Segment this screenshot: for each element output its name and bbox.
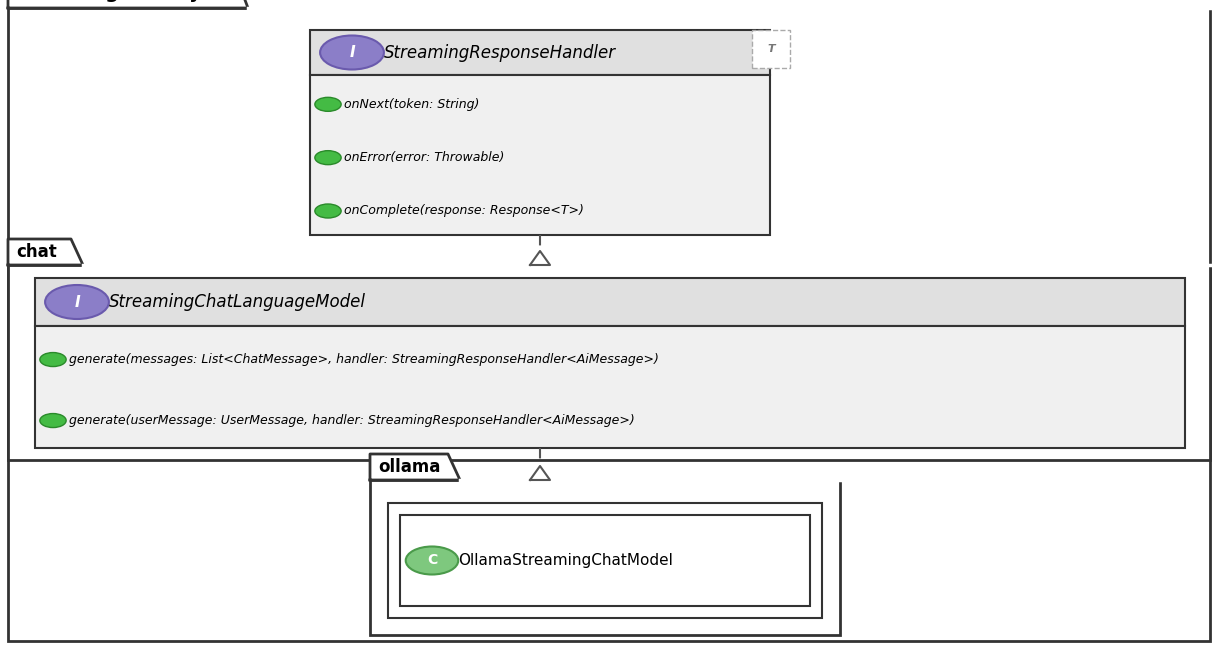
Polygon shape — [9, 239, 83, 265]
Text: dev::langchain4j::model: dev::langchain4j::model — [16, 0, 281, 1]
FancyBboxPatch shape — [35, 278, 1185, 326]
Text: StreamingChatLanguageModel: StreamingChatLanguageModel — [108, 293, 365, 311]
Text: onComplete(response: Response<T>): onComplete(response: Response<T>) — [343, 204, 583, 217]
FancyBboxPatch shape — [9, 265, 1209, 460]
Text: onError(error: Throwable): onError(error: Throwable) — [343, 151, 504, 164]
Circle shape — [320, 36, 384, 69]
Circle shape — [315, 151, 341, 165]
FancyBboxPatch shape — [9, 8, 1209, 641]
Circle shape — [40, 413, 66, 428]
FancyBboxPatch shape — [35, 326, 1185, 448]
Text: onNext(token: String): onNext(token: String) — [343, 98, 480, 111]
FancyBboxPatch shape — [370, 480, 840, 635]
Polygon shape — [530, 251, 551, 265]
FancyBboxPatch shape — [400, 515, 810, 606]
Text: T: T — [767, 44, 775, 54]
Text: StreamingResponseHandler: StreamingResponseHandler — [384, 43, 616, 62]
Circle shape — [406, 546, 458, 574]
FancyBboxPatch shape — [311, 30, 770, 75]
Text: OllamaStreamingChatModel: OllamaStreamingChatModel — [458, 553, 672, 568]
Text: C: C — [426, 554, 437, 567]
Circle shape — [40, 352, 66, 367]
Text: chat: chat — [16, 243, 57, 261]
FancyBboxPatch shape — [389, 503, 822, 618]
Polygon shape — [370, 454, 460, 480]
Circle shape — [45, 285, 108, 319]
Polygon shape — [530, 466, 551, 480]
Text: I: I — [350, 45, 354, 60]
Circle shape — [315, 204, 341, 218]
Text: generate(userMessage: UserMessage, handler: StreamingResponseHandler<AiMessage>): generate(userMessage: UserMessage, handl… — [69, 414, 635, 427]
Circle shape — [315, 97, 341, 112]
FancyBboxPatch shape — [311, 75, 770, 235]
Text: generate(messages: List<ChatMessage>, handler: StreamingResponseHandler<AiMessag: generate(messages: List<ChatMessage>, ha… — [69, 353, 659, 366]
Polygon shape — [9, 0, 248, 8]
Text: ollama: ollama — [378, 458, 441, 476]
Text: I: I — [74, 295, 80, 310]
FancyBboxPatch shape — [752, 30, 790, 68]
